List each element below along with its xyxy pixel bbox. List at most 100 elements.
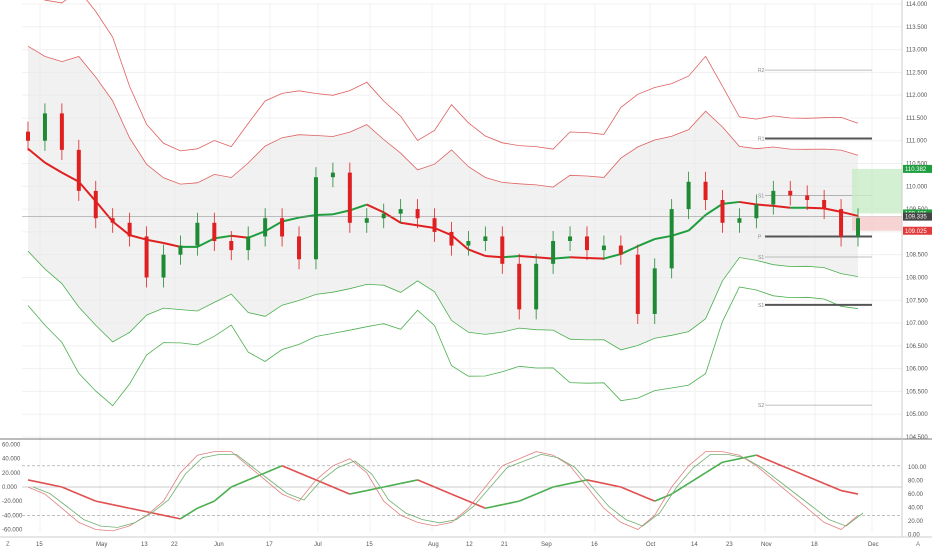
candle-body	[601, 245, 606, 251]
x-tick-label: 21	[501, 542, 508, 548]
osc-main-segment	[671, 482, 690, 495]
trend-segment	[264, 220, 283, 233]
corner-label-right[interactable]: A	[916, 542, 920, 548]
osc-main-segment	[163, 514, 181, 520]
osc-main-segment	[27, 479, 46, 485]
trend-segment	[27, 147, 46, 164]
price-badge-text: 109.335	[905, 215, 927, 221]
osc-right-tick: 100.00	[908, 465, 927, 471]
trend-segment	[349, 203, 368, 212]
band-lower-outer	[27, 286, 859, 407]
x-tick-label: 13	[141, 542, 148, 548]
osc-main-segment	[535, 486, 554, 495]
trend-segment	[570, 256, 588, 259]
candle-body	[669, 209, 674, 269]
y-tick-label: 110.000	[906, 184, 928, 190]
osc-main-segment	[806, 475, 825, 485]
corner-label-left: Z	[6, 542, 10, 548]
osc-main-segment	[502, 500, 520, 506]
x-tick-label: Sep	[541, 542, 552, 548]
x-tick-label: 23	[726, 542, 733, 548]
candle-body	[127, 222, 132, 237]
trend-segment	[637, 238, 656, 248]
bollinger-bands	[27, 0, 859, 407]
candle-body	[737, 218, 742, 223]
candle-body	[483, 236, 488, 242]
osc-main-segment	[383, 482, 401, 488]
trend-segment	[315, 213, 333, 216]
osc-main-segment	[772, 461, 791, 471]
osc-main-segment	[315, 479, 334, 488]
candle-body	[59, 113, 64, 150]
osc-main-segment	[688, 472, 706, 485]
pivot-label: S1	[758, 303, 764, 309]
x-tick-label: May	[96, 542, 107, 548]
candle-body	[313, 177, 318, 260]
trend-segment	[468, 248, 486, 257]
osc-main-segment	[840, 489, 859, 495]
osc-slow-line	[32, 453, 864, 528]
x-tick-label: Nov	[761, 542, 772, 548]
osc-main-segment	[705, 461, 723, 474]
trend-segment	[44, 161, 63, 174]
osc-main-segment	[417, 479, 435, 488]
trend-segment	[366, 203, 385, 214]
candle-body	[584, 236, 589, 251]
candle-body	[686, 181, 691, 210]
candle-body	[517, 263, 522, 310]
x-tick-label: Jun	[214, 542, 224, 548]
x-tick-label: 12	[466, 542, 473, 548]
trend-segment	[807, 206, 825, 210]
candle-body	[26, 131, 30, 141]
candle-body	[42, 113, 47, 141]
trend-segment	[620, 245, 639, 255]
trend-segment	[129, 234, 147, 241]
candle-body	[754, 204, 759, 219]
osc-main-segment	[281, 465, 300, 474]
osc-main-segment	[349, 489, 367, 495]
trend-segment	[823, 207, 842, 213]
candle-body	[178, 245, 183, 255]
osc-right-tick: 60.00	[908, 492, 924, 498]
trend-segment	[417, 224, 435, 229]
trend-segment	[94, 200, 114, 223]
candle-body	[364, 218, 369, 223]
osc-main-segment	[823, 482, 842, 492]
candle-body	[449, 231, 454, 246]
candle-body	[635, 254, 640, 314]
osc-main-segment	[789, 468, 808, 478]
candle-body	[144, 236, 149, 278]
trend-segment	[654, 234, 672, 241]
osc-left-tick: -20.000	[2, 499, 23, 505]
target-zone-profit	[852, 168, 902, 214]
y-tick-label: 104.500	[906, 435, 928, 441]
x-tick-label: Aug	[428, 542, 439, 548]
candle-body	[347, 172, 352, 223]
candle-body	[568, 236, 573, 242]
candle-body	[229, 241, 234, 251]
pivot-label: R2	[758, 68, 765, 74]
osc-main-segment	[95, 500, 113, 506]
osc-main-segment	[61, 486, 80, 495]
candle-body	[398, 209, 403, 214]
osc-main-segment	[451, 493, 469, 502]
y-tick-label: 114.000	[906, 2, 928, 8]
candle-body	[93, 190, 98, 219]
x-tick-label: 16	[591, 542, 598, 548]
y-tick-label: 107.500	[906, 298, 928, 304]
osc-main-segment	[518, 493, 537, 502]
candle-body	[246, 236, 251, 251]
trend-segment	[78, 181, 97, 202]
candle-body	[534, 263, 539, 310]
candle-body	[195, 222, 200, 246]
osc-main-segment	[637, 493, 656, 502]
price-badge	[903, 212, 932, 221]
candle-body	[788, 190, 793, 196]
osc-main-segment	[434, 486, 452, 495]
y-tick-label: 112.500	[906, 70, 928, 76]
osc-main-segment	[298, 472, 317, 481]
trend-segment	[705, 203, 724, 216]
trend-segment	[603, 253, 622, 260]
y-tick-label: 108.500	[906, 253, 928, 259]
